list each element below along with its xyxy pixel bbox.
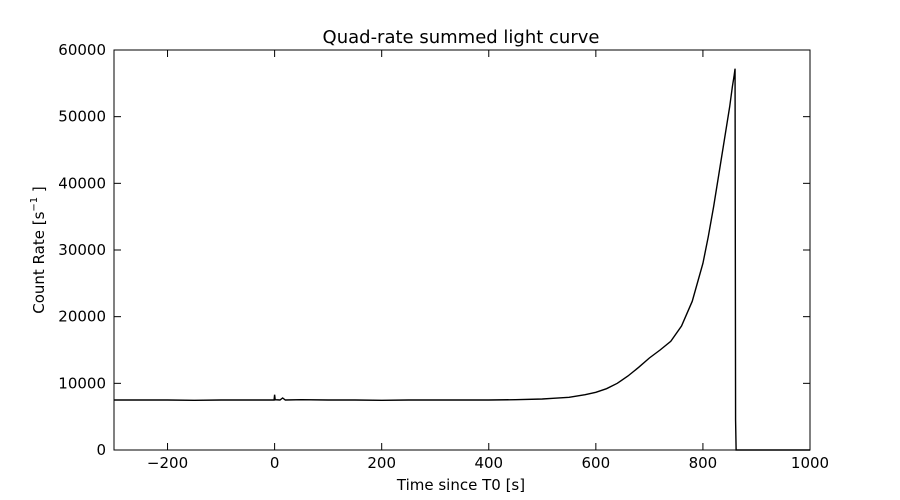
x-tick-label: 1000	[791, 454, 829, 472]
x-tick-label: 200	[367, 454, 396, 472]
x-tick-label: 800	[689, 454, 718, 472]
x-tick-label: 600	[582, 454, 611, 472]
x-axis-ticks: −200 0 200 400 600 800 1000	[147, 50, 829, 472]
x-tick-label: −200	[147, 454, 188, 472]
y-axis-label-superscript: −1	[29, 197, 40, 212]
y-tick-label: 60000	[58, 41, 106, 59]
y-tick-label: 40000	[58, 174, 106, 192]
y-tick-label: 50000	[58, 108, 106, 126]
y-tick-label: 30000	[58, 241, 106, 259]
y-tick-label: 0	[96, 441, 106, 459]
x-tick-label: 400	[474, 454, 503, 472]
y-axis-label: Count Rate [s−1 ]	[29, 186, 48, 314]
y-tick-label: 10000	[58, 374, 106, 392]
y-axis-label-tail: ]	[30, 186, 48, 197]
x-tick-label: 0	[270, 454, 280, 472]
y-tick-label: 20000	[58, 308, 106, 326]
series-line	[114, 68, 810, 451]
x-axis-label: Time since T0 [s]	[396, 476, 525, 494]
plot-frame	[113, 49, 811, 451]
y-axis-label-main: Count Rate [s	[30, 211, 48, 313]
y-axis-ticks: 0 10000 20000 30000 40000 50000 60000	[58, 41, 810, 459]
chart-title: Quad-rate summed light curve	[323, 27, 600, 48]
